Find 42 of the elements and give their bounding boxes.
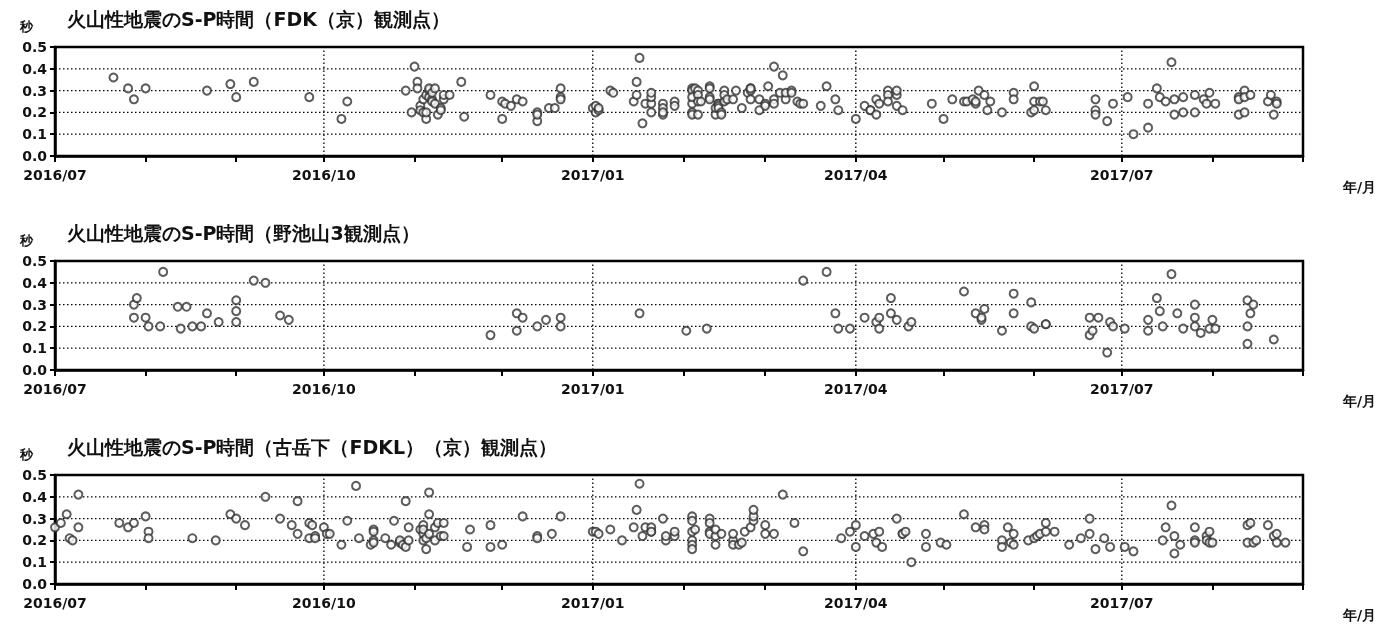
x-axis-title: 年/月 xyxy=(1342,179,1377,195)
y-tick-label: 0.0 xyxy=(22,148,48,164)
y-tick-label: 0.0 xyxy=(22,576,48,592)
y-tick-label: 0.3 xyxy=(22,296,47,313)
y-axis-title: 秒 xyxy=(19,19,34,34)
y-tick-label: 0.4 xyxy=(22,488,48,505)
y-tick-label: 0.3 xyxy=(22,82,47,99)
x-tick-label: 2017/01 xyxy=(561,595,625,611)
x-tick-label: 2016/07 xyxy=(23,595,87,611)
y-axis-title: 秒 xyxy=(19,233,34,248)
x-tick-label: 2017/04 xyxy=(824,167,888,183)
x-tick-label: 2016/07 xyxy=(23,167,87,183)
y-tick-label: 0.0 xyxy=(22,362,48,378)
y-axis-title: 秒 xyxy=(19,447,34,462)
x-tick-label: 2017/07 xyxy=(1090,381,1154,397)
y-tick-label: 0.1 xyxy=(22,554,47,571)
x-tick-label: 2017/07 xyxy=(1090,167,1154,183)
y-tick-label: 0.1 xyxy=(22,126,47,143)
x-tick-label: 2017/04 xyxy=(824,381,888,397)
y-tick-label: 0.5 xyxy=(22,467,47,483)
x-tick-label: 2017/01 xyxy=(561,167,625,183)
y-tick-label: 0.1 xyxy=(22,340,47,357)
y-tick-label: 0.2 xyxy=(22,532,47,549)
chart-title: 火山性地震のS-P時間（FDK（京）観測点） xyxy=(67,7,450,30)
y-tick-label: 0.5 xyxy=(22,39,47,55)
x-tick-label: 2017/07 xyxy=(1090,595,1154,611)
x-tick-label: 2016/07 xyxy=(23,381,87,397)
y-tick-label: 0.2 xyxy=(22,318,47,335)
y-tick-label: 0.3 xyxy=(22,510,47,527)
chart-title: 火山性地震のS-P時間（野池山3観測点） xyxy=(67,221,420,244)
chart-title: 火山性地震のS-P時間（古岳下（FDKL）（京）観測点） xyxy=(67,435,558,458)
x-tick-label: 2017/01 xyxy=(561,381,625,397)
x-tick-label: 2017/04 xyxy=(824,595,888,611)
x-tick-label: 2016/10 xyxy=(292,167,356,183)
x-axis-title: 年/月 xyxy=(1342,607,1377,623)
x-tick-label: 2016/10 xyxy=(292,595,356,611)
y-tick-label: 0.4 xyxy=(22,60,48,77)
x-axis-title: 年/月 xyxy=(1342,393,1377,409)
y-tick-label: 0.5 xyxy=(22,253,47,269)
y-tick-label: 0.2 xyxy=(22,104,47,121)
x-tick-label: 2016/10 xyxy=(292,381,356,397)
y-tick-label: 0.4 xyxy=(22,274,48,291)
